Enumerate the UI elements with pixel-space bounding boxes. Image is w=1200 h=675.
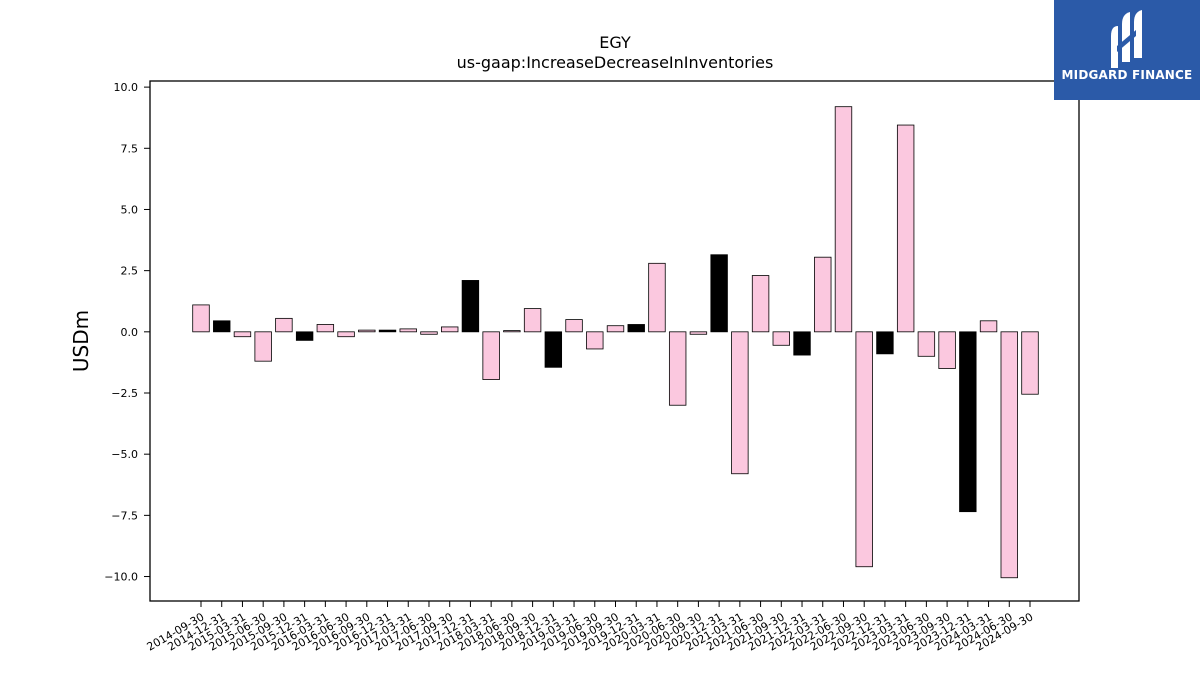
bar-2018-06-30: [503, 330, 521, 333]
y-tick-label: −2.5: [111, 387, 138, 400]
bar-2023-12-31: [959, 331, 977, 513]
bar-2016-03-31: [316, 324, 335, 333]
y-axis-label: USDm: [69, 310, 93, 372]
chart-subtitle: us-gaap:IncreaseDecreaseInInventories: [457, 53, 774, 72]
bar-2020-06-30: [668, 331, 687, 406]
y-axis-ticks: 10.0 7.5 5.0 2.5 0.0 −2.5 −5.0 −7.5 −10.0: [104, 81, 150, 584]
bar-2015-09-30: [275, 317, 293, 333]
bar-2019-09-30: [606, 325, 625, 333]
bar-2023-09-30: [938, 331, 956, 369]
bar-2021-03-31: [731, 331, 749, 475]
bar-2020-12-31: [710, 254, 728, 333]
bar-2018-09-30: [523, 308, 542, 333]
y-tick-label: 0.0: [121, 326, 139, 339]
y-tick-label: 10.0: [114, 81, 139, 94]
bar-2020-03-31: [648, 262, 666, 333]
bar-2016-12-31: [378, 329, 397, 333]
bar-2019-03-31: [565, 319, 583, 333]
bar-2017-12-31: [461, 280, 480, 333]
bar-2014-09-30: [192, 304, 210, 333]
x-axis-ticks: 2014-09-302014-12-312015-03-312015-06-30…: [145, 601, 1036, 654]
bar-2016-09-30: [358, 329, 376, 333]
bar-2023-03-31: [896, 124, 915, 333]
y-tick-label: 2.5: [121, 265, 139, 278]
y-tick-label: −7.5: [111, 509, 138, 522]
bar-2015-03-31: [233, 331, 252, 338]
bar-2014-12-31: [213, 320, 231, 333]
midgard-m-logo-icon: [1111, 10, 1142, 68]
bar-2024-06-30: [1000, 331, 1018, 579]
bar-2021-06-30: [751, 275, 770, 333]
bar-2017-09-30: [441, 326, 459, 333]
bar-2021-12-31: [793, 331, 811, 356]
bar-2016-06-30: [337, 331, 355, 338]
bar-2023-06-30: [917, 331, 936, 357]
bar-2015-06-30: [254, 331, 272, 362]
y-tick-label: 5.0: [121, 203, 139, 216]
bar-2017-03-31: [399, 328, 417, 333]
y-tick-label: 7.5: [121, 142, 139, 155]
bar-2022-06-30: [834, 106, 853, 333]
bar-2019-06-30: [586, 331, 604, 350]
bar-2021-09-30: [772, 331, 790, 346]
bar-2022-03-31: [814, 256, 832, 333]
bar-2024-03-31: [979, 320, 998, 333]
y-tick-label: −10.0: [104, 571, 138, 584]
bar-2022-12-31: [876, 331, 894, 355]
bar-2022-09-30: [855, 331, 873, 568]
bar-2024-09-30: [1021, 331, 1039, 395]
brand-name: MIDGARD FINANCE: [1061, 68, 1193, 82]
bar-2019-12-31: [627, 324, 645, 333]
bar-2018-12-31: [544, 331, 563, 368]
bar-2018-03-31: [482, 331, 500, 380]
bar-2020-09-30: [689, 331, 708, 335]
bar-2015-12-31: [295, 331, 314, 341]
bars-group: [192, 106, 1039, 579]
brand-logo: MIDGARD FINANCE: [1054, 0, 1200, 100]
bar-2017-06-30: [420, 331, 438, 335]
plot-frame: [149, 80, 1080, 602]
chart-title: EGY: [599, 33, 631, 52]
y-tick-label: −5.0: [111, 448, 138, 461]
